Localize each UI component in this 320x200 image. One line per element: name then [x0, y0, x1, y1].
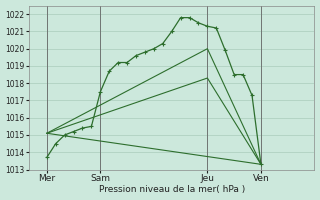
X-axis label: Pression niveau de la mer( hPa ): Pression niveau de la mer( hPa ): [99, 185, 245, 194]
